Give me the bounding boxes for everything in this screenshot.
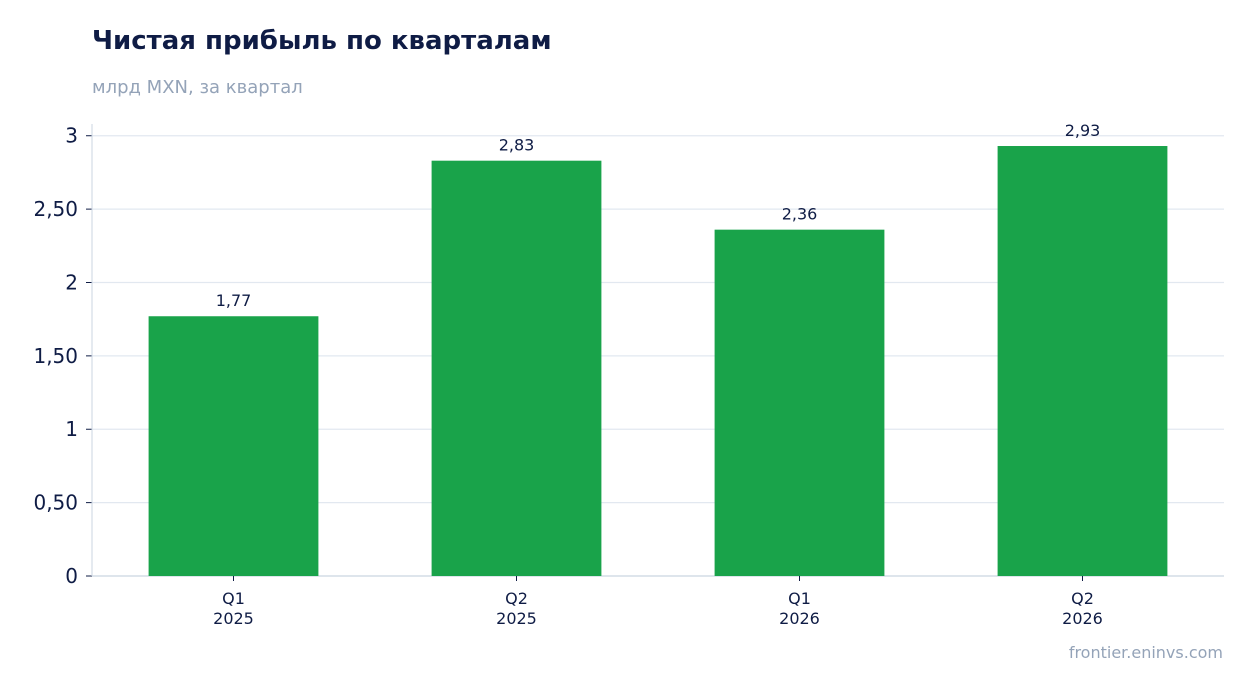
x-tick-label: 2025 bbox=[496, 609, 537, 628]
data-label: 2,93 bbox=[1065, 121, 1101, 140]
bars bbox=[148, 146, 1168, 577]
chart-subtitle: млрд MXN, за квартал bbox=[92, 77, 303, 98]
y-tick-label: 2 bbox=[65, 270, 78, 294]
y-tick-label: 1 bbox=[65, 417, 78, 441]
y-tick-label: 1,50 bbox=[33, 344, 78, 368]
y-tick-label: 3 bbox=[65, 124, 78, 148]
x-tick-label: Q2 bbox=[1071, 589, 1094, 608]
bar bbox=[714, 229, 885, 576]
x-tick-label: 2026 bbox=[1062, 609, 1103, 628]
labels: 00,5011,5022,5031,77Q120252,83Q220252,36… bbox=[33, 121, 1102, 628]
bar bbox=[431, 160, 602, 577]
y-tick-label: 2,50 bbox=[33, 197, 78, 221]
data-label: 2,83 bbox=[499, 136, 535, 155]
y-tick-label: 0,50 bbox=[33, 491, 78, 515]
y-tick-label: 0 bbox=[65, 564, 78, 588]
x-tick-label: Q1 bbox=[222, 589, 245, 608]
x-tick-label: 2026 bbox=[779, 609, 820, 628]
x-tick-label: Q2 bbox=[505, 589, 528, 608]
x-tick-label: 2025 bbox=[213, 609, 254, 628]
bar bbox=[148, 316, 319, 576]
source-credit: frontier.eninvs.com bbox=[1068, 643, 1223, 662]
x-tick-label: Q1 bbox=[788, 589, 811, 608]
data-label: 1,77 bbox=[216, 291, 252, 310]
chart-title: Чистая прибыль по кварталам bbox=[92, 26, 552, 56]
bar bbox=[997, 146, 1168, 576]
data-label: 2,36 bbox=[782, 205, 818, 224]
